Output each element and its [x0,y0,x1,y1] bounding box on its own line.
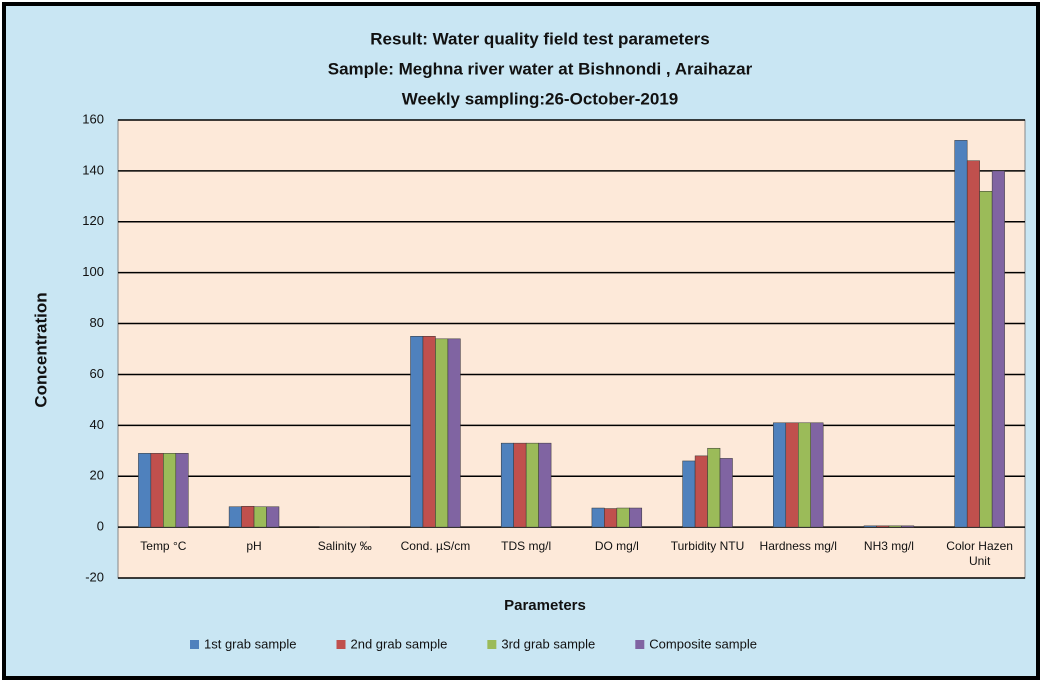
legend-swatch [635,640,645,649]
x-tick-label-box: DO mg/l [594,539,639,554]
y-tick-label: 60 [90,366,104,381]
legend-swatch [190,640,199,649]
x-tick-label: Salinity ‰ [317,539,372,554]
bar [175,453,189,528]
bar [810,422,824,528]
legend-label: 3rd grab sample [501,636,595,651]
bar [798,422,811,528]
bar [422,336,436,528]
x-tick-label-box: Turbidity NTU [670,539,745,554]
bar [513,442,527,528]
x-tick-label-box: TDS mg/l [501,539,552,554]
bar [138,453,152,528]
plot-area [117,119,1026,579]
y-tick-label: 120 [82,213,104,228]
bar [356,526,370,528]
x-tick-label-box: Hardness mg/l [759,539,837,554]
bar [863,525,877,528]
x-tick-label-box: Cond. µS/cm [400,539,471,554]
x-tick-label: DO mg/l [594,539,639,554]
bar [332,526,345,528]
bar [150,453,164,528]
x-tick-label-box: Temp °C [140,539,187,554]
bar [163,453,177,528]
x-tick-label-box: pH [246,539,262,554]
bar [228,506,242,528]
x-tick-label: Turbidity NTU [670,539,745,554]
legend-swatch [336,640,346,649]
bar [435,338,449,528]
bar [694,455,708,528]
chart-subtitle: Sample: Meghna river water at Bishnondi … [328,59,753,78]
x-tick-label-box: Salinity ‰ [317,539,372,554]
y-tick-label: 100 [82,264,104,279]
bar [773,422,787,528]
bar [447,338,461,528]
bar [525,442,539,528]
bar [979,190,993,528]
bar [888,525,902,528]
bar [319,526,333,528]
bar [410,336,424,528]
legend-label: 2nd grab sample [351,636,448,651]
chart-title: Result: Water quality field test paramet… [370,29,709,48]
x-tick-label: TDS mg/l [501,539,552,554]
x-tick-label: NH3 mg/l [863,539,914,554]
x-tick-label: pH [246,539,262,554]
bar [991,170,1005,528]
bar [682,460,696,528]
y-tick-label: 0 [97,519,104,534]
bar [707,447,721,528]
x-tick-label-box: NH3 mg/l [863,539,914,554]
y-tick-label: 40 [90,417,104,432]
x-tick-label: Hardness mg/l [759,539,837,554]
bar [241,505,255,528]
bar [785,422,799,528]
legend-label: 1st grab sample [204,636,297,651]
y-tick-label: 140 [82,162,104,177]
y-axis-title: Concentration [31,292,50,407]
bar [954,140,968,528]
x-tick-label-box: Color Hazen Unit [946,539,1013,569]
legend-label: Composite sample [649,636,757,651]
y-tick-label: 20 [90,468,104,483]
bar [591,507,605,528]
x-tick-label: Temp °C [140,539,187,554]
y-tick-label: 160 [82,111,104,126]
bar [616,507,630,528]
bar [876,525,890,528]
bar [538,442,552,528]
x-tick-label: Color Hazen Unit [946,539,1013,569]
bar [500,442,514,528]
bar [604,508,618,528]
bar [966,160,980,528]
bar [266,506,280,528]
bar [629,507,643,528]
x-tick-label: Cond. µS/cm [400,539,471,554]
y-tick-label: -20 [85,569,104,584]
x-axis-title: Parameters [504,597,586,614]
bar [344,526,358,528]
bar [253,506,267,528]
bar [901,525,915,528]
y-tick-label: 80 [90,315,104,330]
legend-swatch [487,640,497,649]
bar [719,458,733,528]
chart-subtitle: Weekly sampling:26-October-2019 [402,89,679,108]
